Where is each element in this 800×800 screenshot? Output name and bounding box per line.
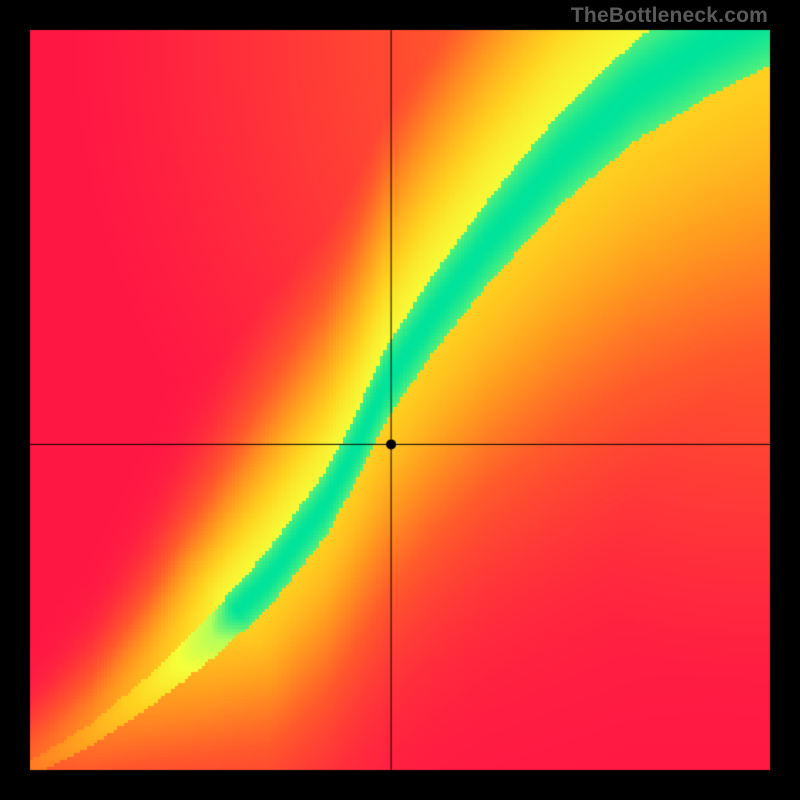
watermark-text: TheBottleneck.com xyxy=(571,4,768,28)
chart-container: TheBottleneck.com xyxy=(0,0,800,800)
heatmap-canvas xyxy=(0,0,800,800)
